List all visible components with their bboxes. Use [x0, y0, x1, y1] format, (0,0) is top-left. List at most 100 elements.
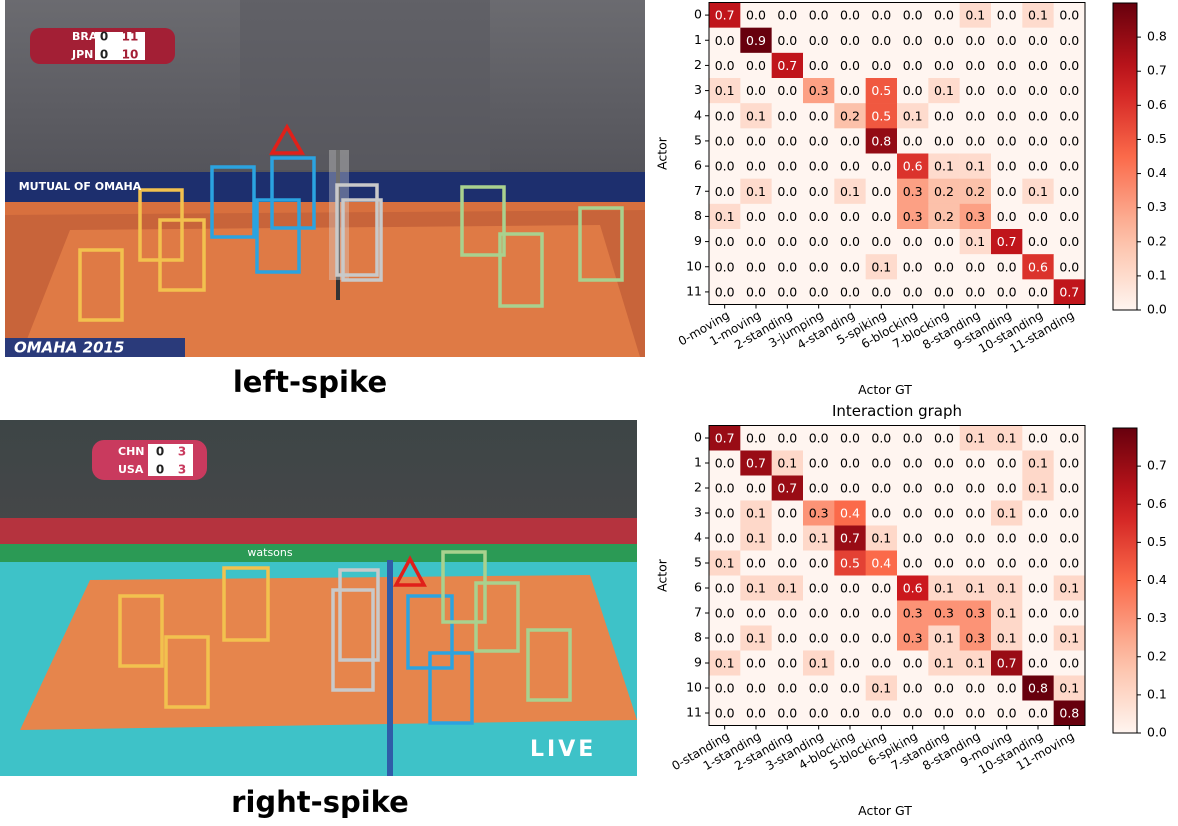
cell-label: 0.0	[809, 581, 829, 596]
cell-label: 0.0	[997, 108, 1017, 123]
cell-label: 0.0	[746, 556, 766, 571]
y-tick-label: 0	[694, 7, 702, 22]
cell-label: 0.1	[715, 556, 735, 571]
cell-label: 0.0	[1028, 631, 1048, 646]
cell-label: 0.0	[809, 681, 829, 696]
cell-label: 0.0	[1028, 209, 1048, 224]
team: BRA	[72, 30, 98, 43]
cell-label: 0.0	[871, 481, 891, 496]
cell-label: 0.0	[1028, 706, 1048, 721]
cell-label: 0.3	[809, 506, 829, 521]
cell-label: 0.0	[809, 284, 829, 299]
cell-label: 0.1	[965, 8, 985, 23]
colorbar-tick-label: 0.5	[1147, 131, 1167, 146]
cell-label: 0.6	[1028, 259, 1048, 274]
x-axis-label: Actor GT	[858, 803, 912, 818]
cell-label: 0.0	[903, 58, 923, 73]
cell-label: 0.0	[934, 234, 954, 249]
cell-label: 0.0	[903, 8, 923, 23]
cell-label: 0.0	[903, 481, 923, 496]
cell-label: 0.0	[840, 606, 860, 621]
cell-label: 0.0	[777, 556, 797, 571]
cell-label: 0.0	[1028, 108, 1048, 123]
cell-label: 0.0	[997, 209, 1017, 224]
cell-label: 0.0	[871, 631, 891, 646]
cell-label: 0.1	[965, 234, 985, 249]
cell-label: 0.0	[777, 259, 797, 274]
cell-label: 0.0	[871, 234, 891, 249]
cell-label: 0.0	[903, 33, 923, 48]
cell-label: 0.0	[871, 656, 891, 671]
cell-label: 0.7	[777, 481, 797, 496]
cell-label: 0.1	[1059, 581, 1079, 596]
cell-label: 0.0	[871, 581, 891, 596]
cell-label: 0.0	[746, 159, 766, 174]
cell-label: 0.0	[934, 8, 954, 23]
cell-label: 0.1	[934, 631, 954, 646]
cell-label: 0.0	[1028, 506, 1048, 521]
cell-label: 0.0	[934, 456, 954, 471]
cell-label: 0.0	[934, 108, 954, 123]
cell-label: 0.3	[965, 606, 985, 621]
cell-label: 0.0	[997, 159, 1017, 174]
caption: right-spike	[231, 785, 409, 819]
cell-label: 0.0	[1059, 234, 1079, 249]
cell-label: 0.1	[1059, 631, 1079, 646]
cell-label: 0.7	[997, 656, 1017, 671]
colorbar-tick-label: 0.5	[1147, 534, 1167, 549]
cell-label: 0.0	[715, 581, 735, 596]
cell-label: 0.0	[746, 259, 766, 274]
cell-label: 0.3	[903, 606, 923, 621]
cell-label: 0.0	[997, 456, 1017, 471]
cell-label: 0.1	[997, 581, 1017, 596]
cell-label: 0.0	[965, 284, 985, 299]
cell-label: 0.0	[965, 706, 985, 721]
cell-label: 0.1	[965, 656, 985, 671]
cell-label: 0.0	[777, 83, 797, 98]
cell-label: 0.0	[1059, 431, 1079, 446]
cell-label: 0.0	[997, 259, 1017, 274]
cell-label: 0.2	[934, 209, 954, 224]
y-tick-label: 10	[686, 258, 702, 273]
cell-label: 0.0	[1059, 606, 1079, 621]
x-axis-label: Actor GT	[858, 382, 912, 397]
cell-label: 0.0	[903, 456, 923, 471]
cell-label: 0.0	[965, 33, 985, 48]
cell-label: 0.1	[746, 631, 766, 646]
cell-label: 0.0	[903, 556, 923, 571]
cell-label: 0.0	[871, 184, 891, 199]
cell-label: 0.0	[777, 656, 797, 671]
colorbar-tick-label: 0.2	[1147, 233, 1167, 248]
cell-label: 0.0	[871, 159, 891, 174]
cell-label: 0.0	[997, 481, 1017, 496]
cell-label: 0.0	[840, 83, 860, 98]
cell-label: 0.0	[1028, 531, 1048, 546]
cell-label: 0.1	[903, 108, 923, 123]
cell-label: 0.2	[934, 184, 954, 199]
cell-label: 0.0	[809, 33, 829, 48]
cell-label: 0.1	[746, 581, 766, 596]
points: 10	[122, 48, 139, 62]
cell-label: 0.0	[777, 506, 797, 521]
photo-right-spike	[0, 420, 637, 776]
cell-label: 0.0	[1028, 133, 1048, 148]
cell-label: 0.0	[871, 606, 891, 621]
cell-label: 0.0	[746, 681, 766, 696]
cell-label: 0.0	[965, 108, 985, 123]
cell-label: 0.1	[746, 108, 766, 123]
cell-label: 0.0	[746, 481, 766, 496]
cell-label: 0.0	[1028, 284, 1048, 299]
cell-label: 0.0	[715, 531, 735, 546]
cell-label: 0.0	[840, 8, 860, 23]
y-tick-label: 1	[694, 32, 702, 47]
cell-label: 0.0	[871, 8, 891, 23]
cell-label: 0.0	[777, 33, 797, 48]
cell-label: 0.0	[715, 259, 735, 274]
points: 3	[178, 463, 186, 477]
cell-label: 0.0	[997, 706, 1017, 721]
cell-label: 0.7	[1059, 284, 1079, 299]
cell-label: 0.0	[840, 133, 860, 148]
cell-label: 0.0	[777, 184, 797, 199]
cell-label: 0.7	[997, 234, 1017, 249]
colorbar	[1113, 3, 1137, 310]
